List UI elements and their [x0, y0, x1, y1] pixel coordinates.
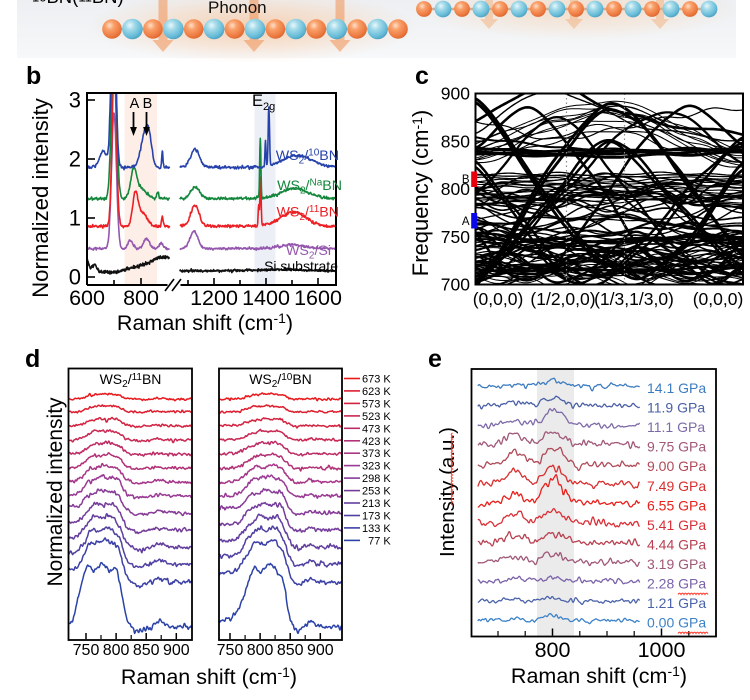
- svg-text:9.00 GPa: 9.00 GPa: [647, 458, 706, 474]
- svg-text:1400: 1400: [242, 286, 290, 310]
- svg-text:B: B: [462, 174, 470, 186]
- svg-text:WS2/11BN: WS2/11BN: [277, 204, 339, 223]
- svg-text:WS2/10BN: WS2/10BN: [276, 148, 339, 167]
- svg-text:Normalized intensity: Normalized intensity: [28, 97, 53, 298]
- svg-text:(1/3,1/3,0): (1/3,1/3,0): [594, 289, 674, 309]
- svg-text:523 K: 523 K: [362, 411, 391, 423]
- svg-text:9.75 GPa: 9.75 GPa: [647, 439, 706, 455]
- svg-text:173 K: 173 K: [362, 510, 391, 522]
- svg-text:800: 800: [103, 642, 130, 659]
- svg-text:11.9 GPa: 11.9 GPa: [647, 400, 705, 416]
- svg-text:Si substrate: Si substrate: [264, 258, 338, 274]
- svg-text:Normalized intensity: Normalized intensity: [44, 397, 67, 587]
- svg-text:900: 900: [163, 642, 190, 659]
- svg-text:750: 750: [73, 642, 100, 659]
- svg-text:WS2/NaBN: WS2/NaBN: [277, 178, 342, 197]
- svg-text:(1/2,0,0): (1/2,0,0): [530, 289, 595, 309]
- svg-text:WS2/Si: WS2/Si: [286, 243, 331, 262]
- svg-text:900: 900: [307, 642, 334, 659]
- svg-text:3.19 GPa: 3.19 GPa: [647, 556, 706, 572]
- svg-text:0: 0: [69, 265, 81, 290]
- svg-text:7.49 GPa: 7.49 GPa: [647, 478, 706, 494]
- svg-text:6.55 GPa: 6.55 GPa: [647, 497, 706, 513]
- svg-text:77 K: 77 K: [362, 535, 391, 547]
- svg-text:800: 800: [247, 642, 274, 659]
- svg-text:800: 800: [441, 179, 470, 199]
- svg-text:Raman shift (cm-1): Raman shift (cm-1): [117, 310, 293, 335]
- svg-text:(0,0,0): (0,0,0): [473, 289, 524, 309]
- svg-text:1600: 1600: [294, 286, 342, 310]
- svg-text:2.28 GPa: 2.28 GPa: [647, 576, 706, 592]
- svg-text:373 K: 373 K: [362, 448, 391, 460]
- svg-text:850: 850: [441, 131, 470, 151]
- svg-text:0.00 GPa: 0.00 GPa: [647, 615, 706, 631]
- svg-text:800: 800: [123, 286, 159, 310]
- svg-text:800: 800: [535, 638, 571, 662]
- svg-text:3: 3: [69, 88, 81, 113]
- svg-text:900: 900: [441, 84, 470, 104]
- svg-text:423 K: 423 K: [362, 436, 391, 448]
- svg-text:1.21 GPa: 1.21 GPa: [647, 595, 706, 611]
- svg-text:11.1 GPa: 11.1 GPa: [647, 419, 705, 435]
- svg-text:750: 750: [217, 642, 244, 659]
- svg-text:1000: 1000: [638, 638, 686, 662]
- svg-text:323 K: 323 K: [362, 461, 391, 473]
- svg-text:133 K: 133 K: [362, 523, 391, 535]
- svg-text:WS2/10BN: WS2/10BN: [249, 371, 312, 390]
- svg-text:573 K: 573 K: [362, 398, 391, 410]
- svg-text:Intensity (a.u.): Intensity (a.u.): [436, 427, 459, 557]
- svg-text:5.41 GPa: 5.41 GPa: [647, 517, 706, 533]
- svg-text:253 K: 253 K: [362, 486, 391, 498]
- svg-text:850: 850: [277, 642, 304, 659]
- svg-text:A: A: [462, 216, 470, 228]
- svg-text:1: 1: [69, 206, 81, 231]
- svg-text:623 K: 623 K: [362, 386, 391, 398]
- svg-text:4.44 GPa: 4.44 GPa: [647, 536, 706, 552]
- svg-text:1200: 1200: [190, 286, 238, 310]
- svg-text:B: B: [143, 96, 153, 112]
- svg-text:850: 850: [133, 642, 160, 659]
- svg-text:Frequency (cm-1): Frequency (cm-1): [408, 110, 433, 277]
- svg-text:750: 750: [441, 227, 470, 247]
- svg-text:298 K: 298 K: [362, 473, 391, 485]
- svg-text:213 K: 213 K: [362, 498, 391, 510]
- svg-text:2: 2: [69, 147, 81, 172]
- svg-text:A: A: [130, 96, 140, 112]
- svg-text:Raman shift (cm-1): Raman shift (cm-1): [121, 664, 297, 689]
- svg-text:14.1 GPa: 14.1 GPa: [647, 380, 706, 396]
- svg-text:700: 700: [441, 275, 470, 295]
- svg-text:473 K: 473 K: [362, 423, 391, 435]
- svg-text:(0,0,0): (0,0,0): [693, 289, 744, 309]
- svg-text:673 K: 673 K: [362, 374, 391, 386]
- svg-text:600: 600: [69, 286, 105, 310]
- svg-text:Raman shift (cm-1): Raman shift (cm-1): [511, 663, 687, 688]
- svg-text:WS2/11BN: WS2/11BN: [100, 371, 162, 390]
